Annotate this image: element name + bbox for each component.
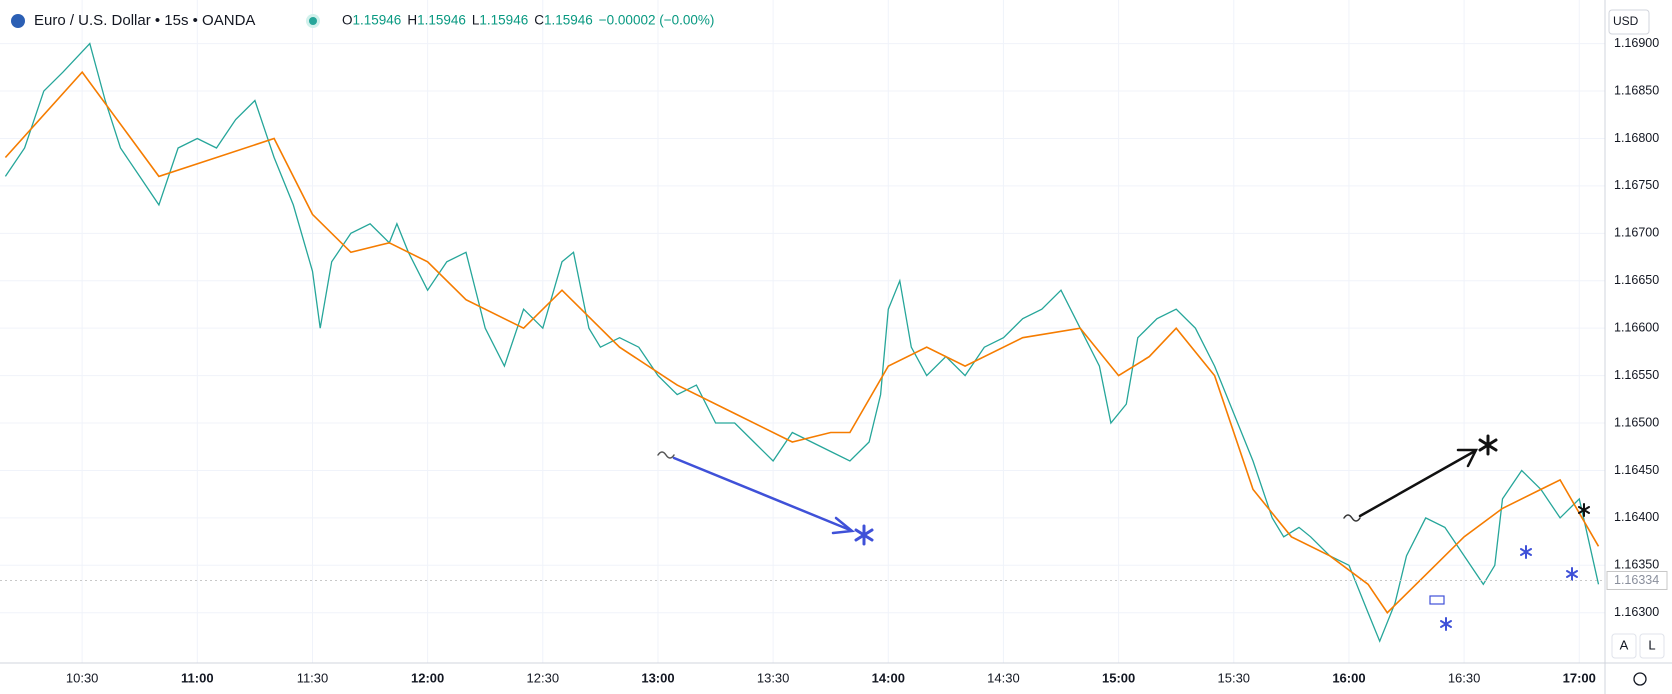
ohlc-key: H — [407, 13, 417, 28]
x-tick-label: 13:00 — [641, 670, 674, 685]
last-price-label: 1.16334 — [1614, 573, 1659, 587]
y-tick-label: 1.16750 — [1614, 178, 1659, 192]
ohlc-value: 1.15946 — [544, 13, 593, 28]
x-tick-label: 11:30 — [297, 670, 329, 685]
auto-scale-button[interactable] — [1611, 633, 1637, 659]
y-tick-label: 1.16600 — [1614, 320, 1659, 334]
x-tick-label: 14:00 — [872, 670, 905, 685]
currency-label[interactable]: USD — [1613, 14, 1639, 28]
ohlc-value: 1.15946 — [417, 13, 466, 28]
log-scale-label[interactable]: L — [1648, 637, 1655, 652]
price-line — [4, 70, 1600, 614]
axes: 1.16300 1.16350 1.16400 1.16450 1.16500 1.165… — [0, 36, 1668, 685]
status-dot — [309, 17, 317, 25]
ohlc-change: −0.00002 (−0.00%) — [599, 13, 715, 28]
ohlc-value: 1.15946 — [353, 13, 402, 28]
x-tick-label: 17:00 — [1563, 670, 1596, 685]
y-tick-label: 1.16500 — [1614, 415, 1659, 429]
x-tick-label: 12:30 — [527, 670, 560, 685]
x-tick-label: 13:30 — [757, 670, 790, 685]
drawings — [657, 434, 1590, 631]
x-tick-label: 16:30 — [1448, 670, 1481, 685]
log-scale-button[interactable] — [1639, 633, 1665, 659]
grid — [0, 0, 1605, 663]
y-tick-label: 1.16450 — [1614, 463, 1659, 477]
y-tick-label: 1.16700 — [1614, 226, 1659, 240]
x-tick-label: 16:00 — [1332, 670, 1365, 685]
y-tick-label: 1.16400 — [1614, 510, 1659, 524]
y-tick-label: 1.16800 — [1614, 131, 1659, 145]
y-tick-label: 1.16650 — [1614, 273, 1659, 287]
ohlc-key: O — [342, 13, 353, 28]
settings-icon[interactable] — [1633, 672, 1647, 686]
y-tick-label: 1.16550 — [1614, 368, 1659, 382]
x-tick-label: 11:00 — [181, 670, 214, 685]
x-tick-label: 14:30 — [987, 670, 1020, 685]
price-line — [4, 42, 1600, 643]
ohlc-key: C — [534, 13, 544, 28]
plot — [4, 42, 1600, 643]
symbol-icon — [11, 14, 25, 28]
ohlc-key: L — [472, 13, 480, 28]
y-tick-label: 1.16900 — [1614, 36, 1659, 50]
currency-button[interactable] — [1608, 9, 1650, 35]
y-tick-label: 1.16300 — [1614, 605, 1659, 619]
ohlc-value: 1.15946 — [479, 13, 528, 28]
last-price-box — [1606, 570, 1668, 590]
auto-scale-label[interactable]: A — [1620, 637, 1629, 652]
x-tick-label: 12:00 — [411, 670, 444, 685]
x-tick-label: 15:00 — [1102, 670, 1135, 685]
ohlc-legend: O 1.15946 H 1.15946 L 1.15946 C 1.15946 −0.00002… — [342, 13, 714, 28]
y-tick-label: 1.16850 — [1614, 83, 1659, 97]
symbol-title[interactable]: Euro / U.S. Dollar • 15s • OANDA — [34, 12, 255, 29]
x-tick-label: 15:30 — [1218, 670, 1251, 685]
x-tick-label: 10:30 — [66, 670, 99, 685]
y-tick-label: 1.16350 — [1614, 558, 1659, 572]
